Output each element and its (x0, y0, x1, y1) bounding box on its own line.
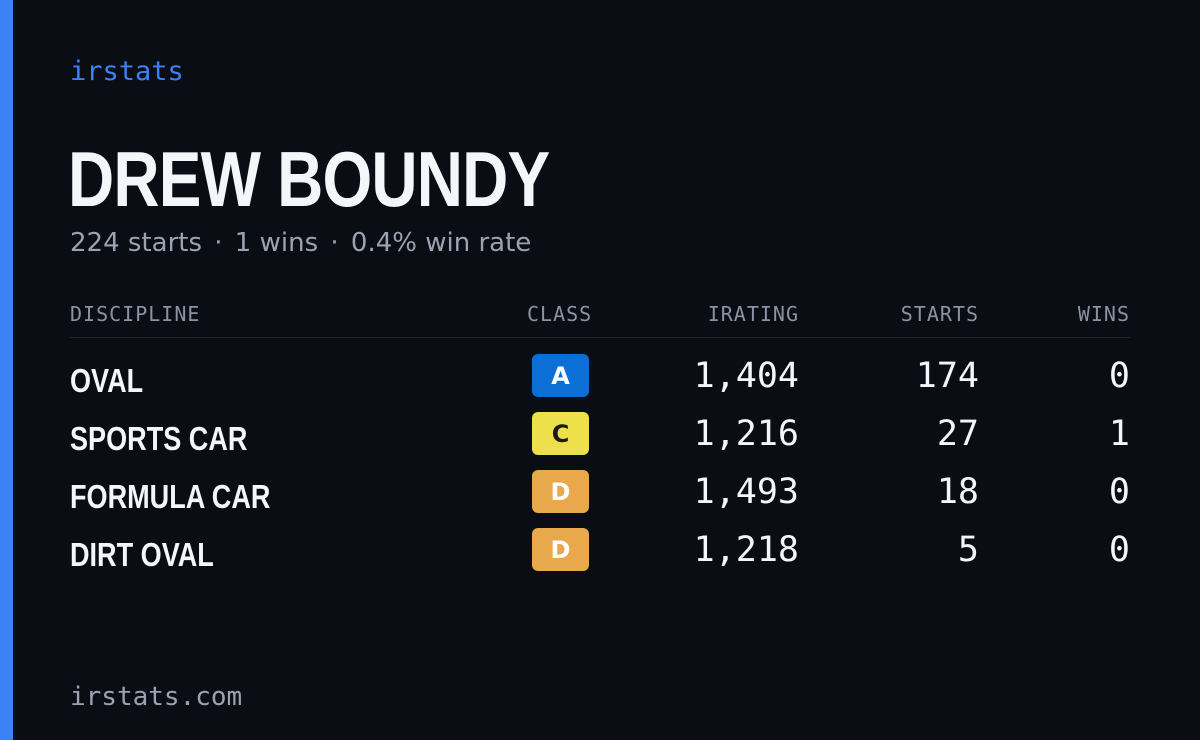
table-row: DIRT OVAL D 1,218 5 0 (0, 528, 1200, 586)
discipline-name: FORMULA CAR (70, 478, 271, 515)
starts-value: 27 (936, 414, 979, 454)
wins-value: 0 (1108, 472, 1130, 512)
class-badge: D (532, 470, 589, 513)
table-row: FORMULA CAR D 1,493 18 0 (0, 470, 1200, 528)
discipline-name: DIRT OVAL (70, 536, 214, 573)
brand-logo-text: irstats (70, 56, 184, 87)
accent-bar (0, 0, 13, 740)
starts-value: 18 (936, 472, 979, 512)
irating-value: 1,493 (693, 472, 799, 512)
starts-summary: 224 starts (70, 228, 202, 258)
player-name: DREW BOUNDY (68, 135, 550, 223)
class-badge: D (532, 528, 589, 571)
footer-url: irstats.com (70, 682, 243, 712)
irating-value: 1,218 (693, 530, 799, 570)
header-starts: STARTS (900, 302, 979, 326)
wins-summary: 1 wins (234, 228, 319, 258)
separator: · (214, 228, 223, 258)
class-badge: C (532, 412, 589, 455)
discipline-name: OVAL (70, 362, 144, 399)
header-irating: IRATING (707, 302, 799, 326)
wins-value: 0 (1108, 356, 1130, 396)
player-summary: 224 starts · 1 wins · 0.4% win rate (70, 228, 531, 258)
wins-value: 0 (1108, 530, 1130, 570)
header-class: CLASS (527, 302, 593, 326)
header-wins: WINS (1077, 302, 1130, 326)
header-divider (70, 337, 1131, 338)
class-badge: A (532, 354, 589, 397)
wins-value: 1 (1108, 414, 1130, 454)
irating-value: 1,216 (693, 414, 799, 454)
header-discipline: DISCIPLINE (70, 302, 201, 326)
starts-value: 5 (957, 530, 979, 570)
table-row: OVAL A 1,404 174 0 (0, 354, 1200, 412)
starts-value: 174 (915, 356, 979, 396)
separator: · (330, 228, 339, 258)
win-rate-summary: 0.4% win rate (350, 228, 532, 258)
discipline-name: SPORTS CAR (70, 420, 248, 457)
table-row: SPORTS CAR C 1,216 27 1 (0, 412, 1200, 470)
irating-value: 1,404 (693, 356, 799, 396)
